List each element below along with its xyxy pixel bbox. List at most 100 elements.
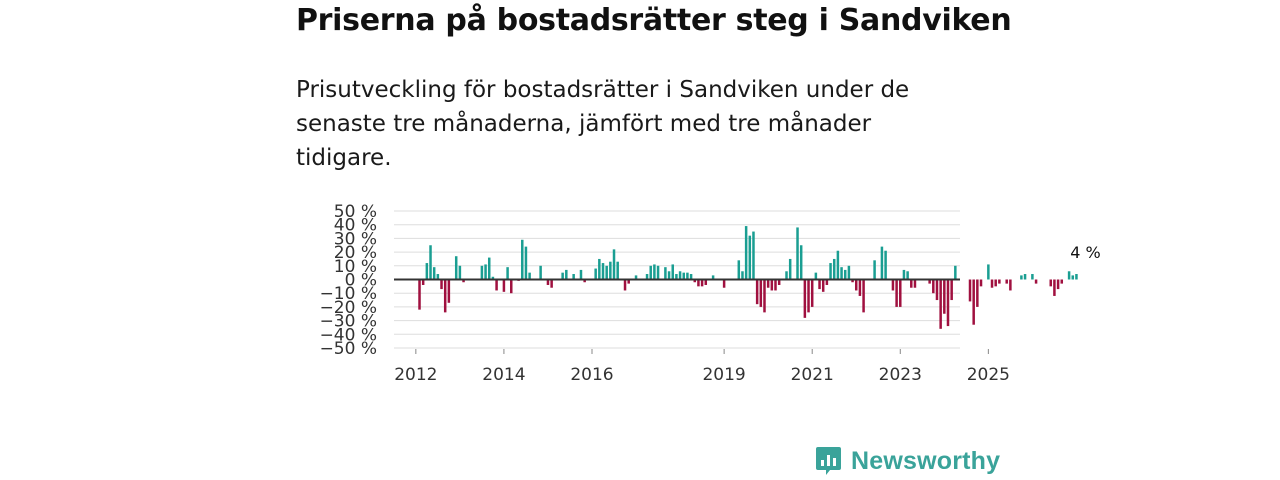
- bar: [873, 260, 876, 280]
- bar: [821, 279, 825, 292]
- bar: [968, 279, 972, 302]
- bar: [432, 267, 436, 280]
- bar: [752, 231, 755, 280]
- bar: [678, 271, 682, 280]
- y-tick-label: 50 %: [334, 202, 377, 222]
- bar: [759, 279, 763, 307]
- x-tick-label: 2019: [702, 365, 745, 385]
- bar: [803, 279, 807, 318]
- bar: [510, 279, 513, 294]
- bar: [491, 276, 495, 280]
- bars: [418, 226, 1078, 329]
- bar: [495, 279, 498, 291]
- bar: [583, 279, 586, 283]
- bar: [954, 265, 957, 280]
- bar: [601, 263, 605, 280]
- bar: [612, 249, 616, 280]
- bar: [689, 274, 693, 280]
- bar: [913, 279, 917, 288]
- bar: [623, 279, 627, 291]
- bar: [939, 279, 942, 329]
- bar: [799, 245, 803, 280]
- bar: [653, 264, 656, 280]
- bar: [693, 279, 697, 283]
- bar: [1009, 279, 1012, 291]
- bar: [910, 279, 913, 288]
- bar: [737, 260, 741, 280]
- bar: [605, 265, 608, 280]
- bar: [454, 256, 458, 280]
- bar: [763, 279, 766, 313]
- annotations: 4 %: [1070, 243, 1100, 262]
- bar: [458, 265, 462, 280]
- bar: [528, 272, 531, 280]
- bar: [421, 279, 425, 285]
- bar: [609, 261, 612, 280]
- bar: [829, 263, 832, 280]
- bar: [1005, 279, 1008, 284]
- bar: [810, 279, 814, 307]
- bar: [521, 239, 524, 280]
- bar: [579, 269, 583, 280]
- chart-subtitle: Prisutveckling för bostadsrätter i Sandv…: [296, 77, 910, 171]
- bar: [1067, 271, 1071, 280]
- brand-logo[interactable]: Newsworthy: [815, 446, 1000, 476]
- bar: [649, 265, 652, 280]
- bar: [722, 279, 726, 288]
- bar: [671, 264, 674, 280]
- bar: [807, 279, 810, 313]
- bar: [616, 261, 619, 280]
- bar: [832, 258, 836, 280]
- bar: [704, 279, 708, 285]
- x-tick-label: 2023: [879, 365, 922, 385]
- bar: [818, 279, 821, 290]
- bar: [443, 279, 447, 313]
- bar: [825, 279, 829, 285]
- bar: [506, 267, 509, 280]
- bar: [840, 267, 843, 280]
- bar: [902, 269, 906, 280]
- bar: [667, 271, 671, 280]
- y-tick-label: 40 %: [334, 216, 377, 236]
- y-tick-label: −10 %: [320, 284, 377, 304]
- bar: [858, 279, 862, 296]
- bar: [425, 263, 429, 280]
- newsworthy-logo-icon: [816, 447, 841, 475]
- bar: [697, 279, 700, 287]
- bar: [1060, 279, 1064, 284]
- y-tick-label: 10 %: [334, 257, 377, 277]
- bar: [814, 272, 818, 280]
- bar: [627, 279, 630, 284]
- bar: [906, 271, 909, 280]
- bar: [539, 265, 542, 280]
- bar: [788, 258, 792, 280]
- bar: [796, 227, 799, 280]
- bar: [990, 279, 994, 288]
- bar: [748, 235, 752, 280]
- bar: [462, 279, 465, 283]
- latest-value-label: 4 %: [1070, 243, 1100, 262]
- bar: [950, 279, 953, 301]
- bar: [418, 279, 421, 310]
- price-change-bar-chart: −50 %−40 %−30 %−20 %−10 %0 %10 %20 %30 %…: [320, 202, 1101, 385]
- bar: [987, 264, 990, 280]
- y-axis-ticks: −50 %−40 %−30 %−20 %−10 %0 %10 %20 %30 %…: [320, 202, 377, 359]
- bar: [785, 271, 788, 280]
- bar: [440, 279, 443, 290]
- bar: [447, 279, 451, 303]
- bar: [843, 269, 847, 280]
- y-tick-label: 20 %: [334, 243, 377, 263]
- bar: [862, 279, 865, 313]
- bar: [899, 279, 902, 307]
- bar: [880, 246, 884, 280]
- bar: [777, 279, 781, 285]
- bar: [770, 279, 774, 291]
- x-tick-label: 2025: [967, 365, 1010, 385]
- bar: [932, 279, 935, 294]
- bar: [744, 226, 748, 280]
- bar: [928, 279, 931, 284]
- brand-name: Newsworthy: [851, 446, 1001, 475]
- bar: [561, 272, 564, 280]
- bar: [854, 279, 858, 291]
- bar: [774, 279, 777, 291]
